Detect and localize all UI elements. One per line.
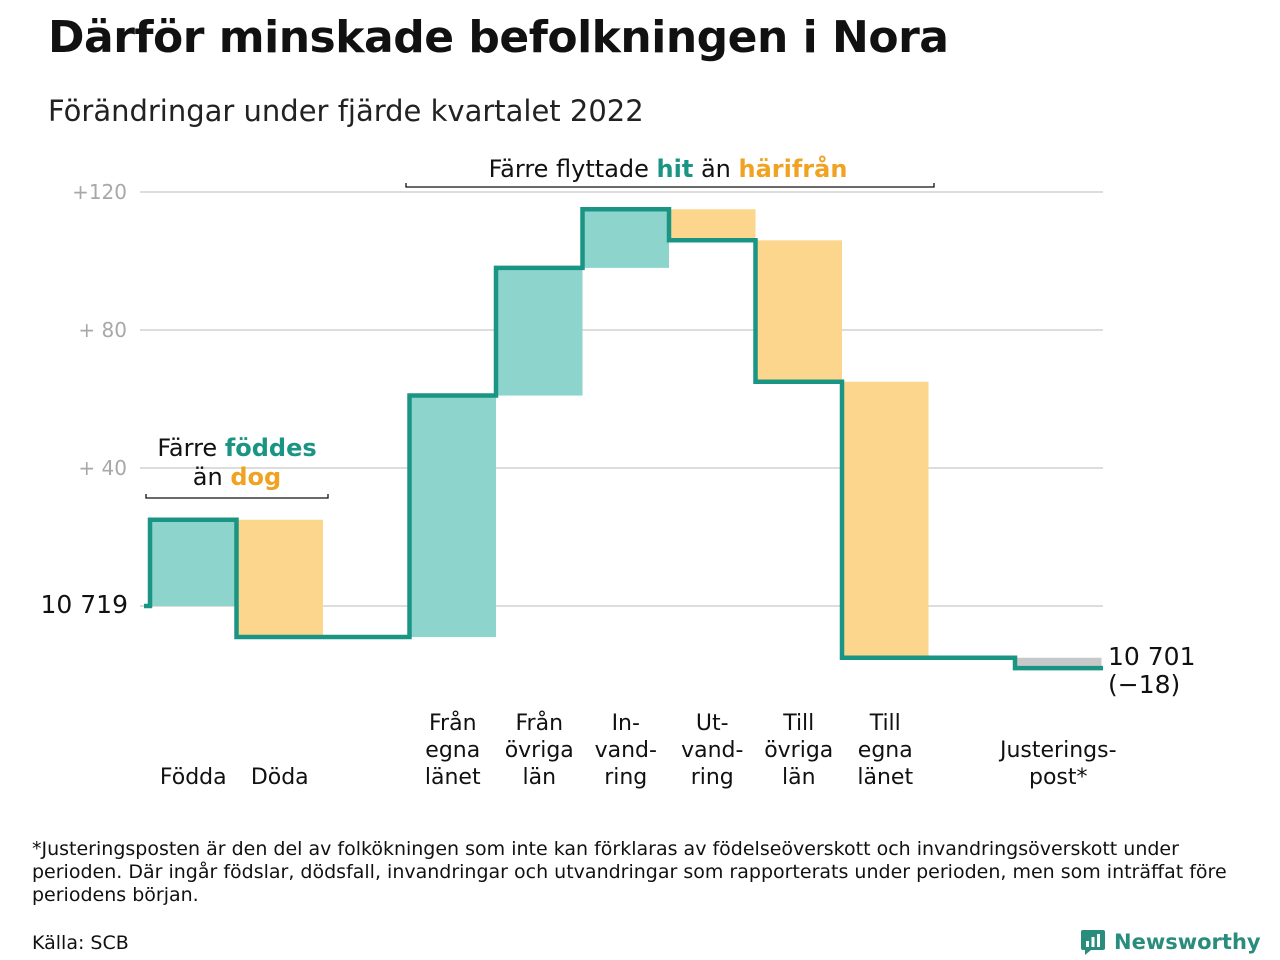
category-label: länet — [425, 765, 481, 790]
y-tick-label: +120 — [72, 180, 127, 204]
brand-logo[interactable]: Newsworthy — [1080, 928, 1261, 956]
annotation-migration: Färre flyttade hit än härifrån — [489, 154, 848, 183]
brand-name: Newsworthy — [1114, 930, 1261, 954]
start-value-label: 10 719 — [41, 590, 128, 619]
waterfall-bar — [237, 519, 323, 638]
chart-title: Därför minskade befolkningen i Nora — [48, 12, 949, 63]
category-label: post* — [1029, 765, 1088, 790]
category-label: Från — [515, 710, 563, 736]
category-label: egna — [858, 738, 913, 763]
bracket-births-deaths — [145, 494, 329, 499]
waterfall-bar — [497, 267, 583, 396]
category-label: övriga — [505, 738, 574, 763]
cumulative-line — [144, 207, 1103, 671]
annotation-births-deaths-line2: än dog — [193, 463, 281, 491]
waterfall-bar — [1016, 657, 1102, 669]
end-value-label: 10 701 — [1108, 642, 1195, 671]
category-label: länet — [857, 765, 913, 790]
category-label: egna — [425, 738, 480, 763]
chart-subtitle: Förändringar under fjärde kvartalet 2022 — [48, 94, 644, 128]
category-label: vand- — [681, 738, 743, 763]
end-change-label: (−18) — [1108, 670, 1180, 699]
category-label: Födda — [160, 765, 227, 790]
category-label: Till — [782, 711, 814, 736]
y-tick-label: + 40 — [78, 456, 127, 480]
category-label: ring — [691, 765, 734, 790]
footnote: *Justeringsposten är den del av folkökni… — [32, 838, 1227, 906]
y-tick-label: + 80 — [78, 318, 127, 342]
annotation-births-deaths: Färre föddes — [157, 434, 316, 462]
category-label: övriga — [764, 738, 833, 763]
waterfall-bar — [583, 209, 669, 268]
category-label: ring — [604, 765, 647, 790]
category-label: Justerings- — [998, 738, 1117, 763]
category-label: vand- — [595, 738, 657, 763]
category-label: län — [522, 765, 556, 790]
category-label: Döda — [251, 765, 309, 790]
source-label: Källa: SCB — [32, 932, 129, 954]
category-label: In- — [612, 711, 640, 736]
category-label: län — [782, 765, 816, 790]
waterfall-bar — [410, 395, 496, 638]
waterfall-bar — [151, 519, 237, 606]
newsworthy-logo-icon — [1081, 930, 1105, 955]
bracket-migration — [405, 183, 935, 188]
category-label: Ut- — [696, 711, 729, 736]
category-label: Till — [869, 711, 901, 736]
waterfall-bar — [756, 240, 842, 382]
category-label: Från — [429, 710, 477, 736]
waterfall-bar — [670, 209, 756, 241]
waterfall-bar — [843, 381, 929, 658]
